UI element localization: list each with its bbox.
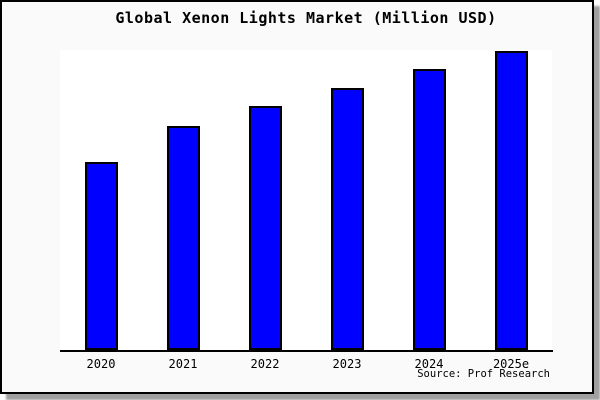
x-axis-line bbox=[60, 350, 553, 352]
plot-area bbox=[60, 50, 552, 350]
chart-title: Global Xenon Lights Market (Million USD) bbox=[115, 9, 497, 27]
bar-2021 bbox=[166, 126, 200, 350]
x-tick-label-2024: 2024 bbox=[414, 357, 444, 371]
bar-2025e bbox=[494, 51, 528, 350]
x-tick-label-2020: 2020 bbox=[86, 357, 116, 371]
source-attribution: Source: Prof Research bbox=[417, 368, 550, 380]
bar-2022 bbox=[248, 106, 282, 350]
bar-2020 bbox=[84, 162, 118, 350]
x-tick-label-2021: 2021 bbox=[168, 357, 198, 371]
chart-panel: Global Xenon Lights Market (Million USD)… bbox=[0, 0, 594, 394]
x-tick-label-2023: 2023 bbox=[332, 357, 362, 371]
bar-2023 bbox=[330, 88, 364, 350]
bar-2024 bbox=[412, 69, 446, 350]
x-axis-tick-labels: 2020 2021 2022 2023 2024 2025e bbox=[60, 357, 552, 373]
x-tick-label-2025e: 2025e bbox=[492, 357, 530, 371]
x-tick-label-2022: 2022 bbox=[250, 357, 280, 371]
